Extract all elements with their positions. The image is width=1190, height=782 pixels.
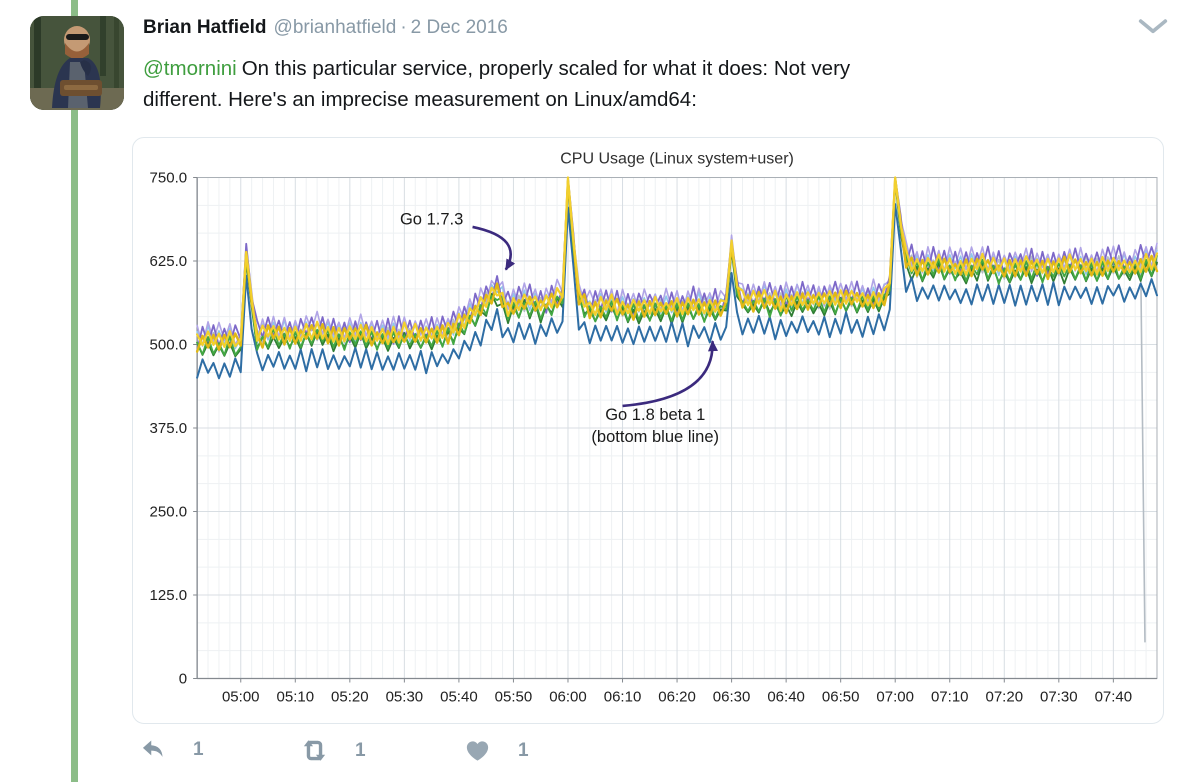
x-tick-label: 06:50	[822, 689, 860, 706]
y-tick-label: 500.0	[150, 337, 188, 354]
cpu-usage-chart: Go 1.7.3 Go 1.8 beta 1 (bottom blue line) C…	[150, 149, 1159, 706]
author-handle[interactable]: @brianhatfield	[273, 17, 397, 38]
series-steel-blue	[196, 203, 1158, 380]
retweet-icon	[303, 740, 326, 761]
y-tick-label: 0	[179, 670, 187, 687]
x-tick-label: 06:20	[658, 689, 696, 706]
x-tick-label: 06:00	[549, 689, 587, 706]
tweet-action-bar: 1 1 1	[0, 736, 1190, 776]
like-count: 1	[518, 739, 529, 761]
heart-icon	[466, 741, 489, 761]
reply-button[interactable]: 1	[140, 736, 204, 763]
annotation-arrow-go-1-7-3	[472, 225, 516, 271]
reply-icon	[142, 740, 163, 757]
x-tick-label: 06:10	[604, 689, 642, 706]
tweet-text-line2: different. Here's an imprecise measureme…	[143, 88, 697, 111]
x-tick-label: 06:40	[767, 689, 805, 706]
separator-dot: ·	[400, 17, 407, 38]
annotation-arrow-go-1-8-beta-1	[622, 340, 718, 408]
x-tick-label: 07:40	[1095, 689, 1133, 706]
tweet-text: @tmornini On this particular service, pro…	[143, 53, 1163, 115]
x-tick-label: 07:00	[876, 689, 914, 706]
y-tick-label: 250.0	[150, 504, 188, 521]
x-tick-label: 07:10	[931, 689, 969, 706]
annotation-go-1-7-3: Go 1.7.3	[400, 209, 463, 228]
x-tick-label: 05:40	[440, 689, 478, 706]
x-tick-label: 05:10	[277, 689, 315, 706]
like-button[interactable]: 1	[463, 736, 529, 765]
series-yellow	[196, 176, 1159, 348]
avatar[interactable]	[30, 16, 124, 110]
y-tick-label: 375.0	[150, 420, 188, 437]
chart-title: CPU Usage (Linux system+user)	[560, 149, 794, 167]
y-tick-label: 750.0	[150, 170, 188, 187]
series-green	[196, 177, 1158, 356]
author-name[interactable]: Brian Hatfield	[143, 17, 267, 38]
y-tick-label: 625.0	[150, 253, 188, 270]
avatar-image	[30, 16, 124, 110]
retweet-button[interactable]: 1	[300, 736, 366, 765]
x-tick-label: 07:20	[985, 689, 1023, 706]
annotation-go-1-8-beta-1: (bottom blue line)	[591, 427, 719, 446]
chevron-down-icon	[1138, 19, 1168, 34]
x-tick-label: 05:50	[495, 689, 533, 706]
thread-connector-line	[71, 0, 78, 782]
tweet-text-line1: On this particular service, properly sca…	[241, 57, 851, 80]
x-tick-label: 05:30	[386, 689, 424, 706]
x-tick-label: 05:20	[331, 689, 369, 706]
y-tick-label: 125.0	[150, 587, 188, 604]
retweet-count: 1	[355, 739, 366, 761]
x-tick-label: 05:00	[222, 689, 260, 706]
x-tick-label: 06:30	[713, 689, 751, 706]
chart-card[interactable]: Go 1.7.3 Go 1.8 beta 1 (bottom blue line) C…	[132, 137, 1164, 724]
tweet-date[interactable]: 2 Dec 2016	[410, 17, 508, 38]
collapse-thread-button[interactable]	[1138, 18, 1168, 36]
reply-count: 1	[193, 738, 204, 760]
x-tick-label: 07:30	[1040, 689, 1078, 706]
tweet-header: Brian Hatfield @brianhatfield · 2 Dec 2016	[143, 17, 508, 39]
annotation-go-1-8-beta-1: Go 1.8 beta 1	[605, 405, 705, 424]
mention-link[interactable]: @tmornini	[143, 57, 237, 80]
